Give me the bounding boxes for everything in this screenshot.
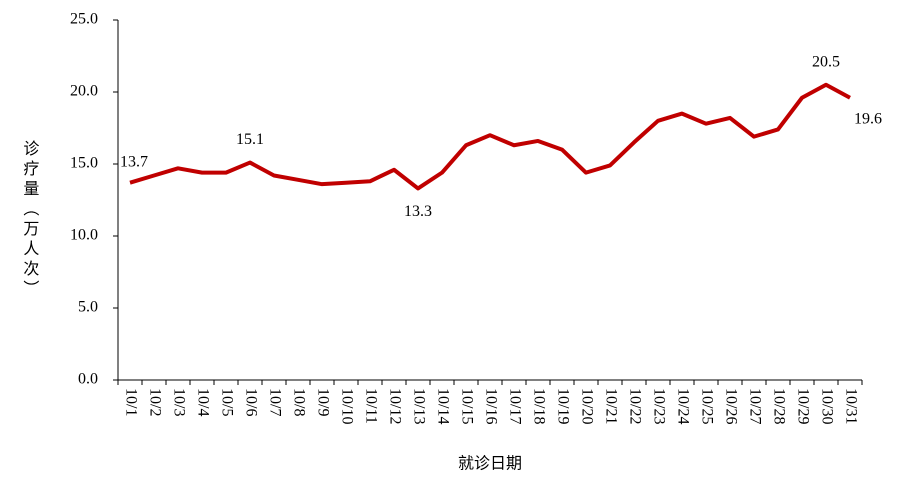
y-tick-label: 25.0 [70,11,98,28]
x-tick-label: 10/16 [482,388,499,424]
x-axis-title: 就诊日期 [458,455,522,473]
x-tick-label: 10/4 [194,388,211,416]
x-tick-label: 10/31 [842,388,859,424]
x-tick-label: 10/10 [338,388,355,424]
y-tick-label: 20.0 [70,83,98,100]
x-tick-label: 10/27 [746,388,763,424]
x-tick-label: 10/11 [362,388,379,424]
data-label: 15.1 [236,131,264,148]
data-line [129,82,851,191]
x-tick-label: 10/28 [770,388,787,424]
data-label: 20.5 [812,53,840,70]
x-tick-label: 10/20 [578,388,595,424]
data-label: 13.7 [120,153,148,170]
x-tick-label: 10/6 [242,388,259,416]
y-tick-label: 15.0 [70,155,98,172]
x-tick-label: 10/23 [650,388,667,424]
y-tick-label: 10.0 [70,227,98,244]
x-tick-label: 10/5 [218,388,235,416]
x-tick-label: 10/25 [698,388,715,424]
x-tick-label: 10/22 [626,388,643,424]
x-tick-label: 10/3 [170,388,187,416]
data-label: 13.3 [404,203,432,220]
x-tick-label: 10/14 [434,388,451,424]
x-tick-label: 10/1 [122,388,139,416]
x-tick-label: 10/30 [818,388,835,424]
x-tick-label: 10/7 [266,388,283,416]
x-tick-label: 10/13 [410,388,427,424]
x-tick-label: 10/29 [794,388,811,424]
x-tick-label: 10/15 [458,388,475,424]
x-tick-label: 10/19 [554,388,571,424]
x-tick-label: 10/12 [386,388,403,424]
x-tick-label: 10/9 [314,388,331,416]
x-tick-label: 10/24 [674,388,691,424]
x-tick-label: 10/17 [506,388,523,424]
y-tick-label: 0.0 [78,371,98,388]
x-tick-label: 10/21 [602,388,619,424]
y-axis-title: 诊疗量（万人次） [20,140,39,300]
y-tick-label: 5.0 [78,299,98,316]
x-tick-label: 10/2 [146,388,163,416]
x-tick-label: 10/18 [530,388,547,424]
x-tick-label: 10/8 [290,388,307,416]
data-label: 19.6 [854,110,882,127]
x-tick-label: 10/26 [722,388,739,424]
